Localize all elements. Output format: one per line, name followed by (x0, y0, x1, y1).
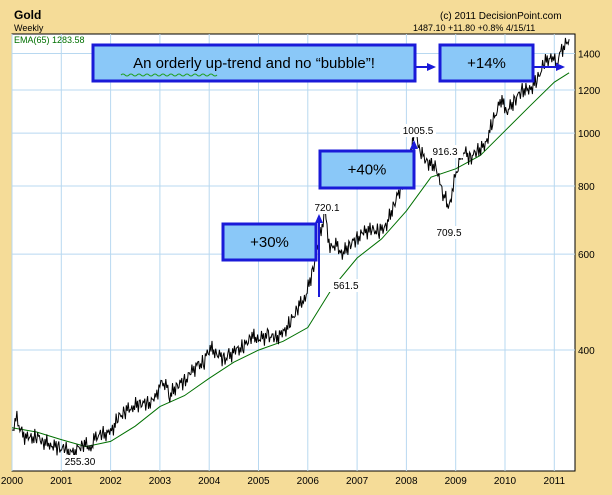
y-tick-label: 1200 (578, 86, 601, 97)
x-tick-label: 2003 (149, 476, 172, 487)
tick-labels: 2000 2001 2002 2003 2004 2005 2006 2007 2008 2009… (1, 49, 601, 487)
data-label: 1005.5 (403, 126, 434, 137)
annotation-arrowhead (556, 63, 565, 71)
annotation-box (438, 43, 535, 83)
y-tick-label: 800 (578, 182, 595, 193)
x-tick-label: 2002 (99, 476, 122, 487)
x-tick-label: 2001 (50, 476, 73, 487)
data-label: 561.5 (333, 281, 358, 292)
chart-title: Gold (14, 8, 41, 22)
annotation-arrowhead (410, 140, 418, 149)
x-tick-label: 2006 (297, 476, 320, 487)
data-label-bg (400, 124, 436, 137)
y-tick-label: 400 (578, 346, 595, 357)
data-label-bg (431, 226, 467, 239)
x-tick-label: 2000 (1, 476, 24, 487)
copyright-label: (c) 2011 DecisionPoint.com (440, 11, 562, 22)
x-tick-label: 2008 (395, 476, 418, 487)
ema-layer (11, 72, 570, 448)
data-label: 720.1 (314, 203, 339, 214)
x-tick-label: 2010 (494, 476, 517, 487)
data-label: 255.30 (65, 457, 96, 468)
x-tick-label: 2005 (247, 476, 270, 487)
data-label-bg (62, 455, 98, 468)
annotation-layer: 255.30 720.1 561.5 1005.5 916.3 709.5 +30% +40%… (62, 43, 565, 468)
annotation-box (221, 222, 318, 262)
chart-subtitle: Weekly (14, 23, 44, 33)
data-label: 709.5 (436, 228, 461, 239)
header-stats: 1487.10 +11.80 +0.8% 4/15/11 (413, 23, 535, 33)
annotation-box (318, 149, 416, 190)
ema-label: EMA(65) 1283.58 (14, 35, 85, 45)
x-tick-label: 2011 (544, 476, 566, 487)
data-label-bg (427, 145, 463, 158)
price-layer (11, 37, 570, 461)
data-label-bg (309, 201, 345, 214)
y-tick-label: 600 (578, 250, 595, 261)
annotation-arrowhead (427, 63, 436, 71)
x-tick-label: 2004 (198, 476, 221, 487)
x-tick-label: 2009 (445, 476, 468, 487)
annotation-arrowhead (315, 214, 323, 223)
data-label-bg (328, 279, 364, 292)
annotation-box-label: +30% (250, 234, 289, 251)
y-tick-label: 1000 (578, 129, 601, 140)
annotation-box-label: An orderly up-trend and no “bubble”! (133, 55, 375, 72)
ema-series-line (11, 72, 570, 448)
annotation-box-label: +14% (467, 55, 506, 72)
annotation-box (91, 43, 417, 83)
x-tick-label: 2007 (346, 476, 369, 487)
data-label: 916.3 (432, 147, 457, 158)
annotation-box-label: +40% (348, 162, 387, 179)
price-series-line (11, 37, 570, 461)
spellcheck-underline (120, 73, 218, 77)
y-tick-label: 1400 (578, 49, 601, 60)
